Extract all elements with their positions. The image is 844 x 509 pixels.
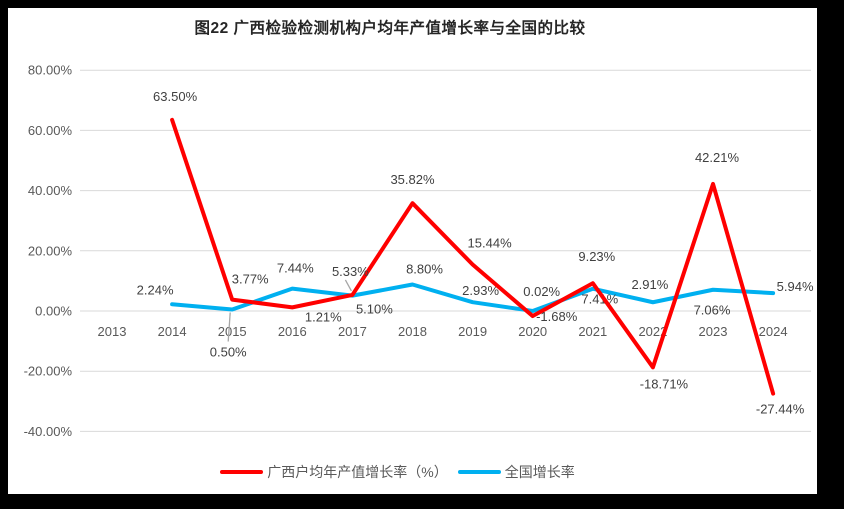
leader-line-guangxi-2017 [344,279,352,292]
y-axis-tick-label: 20.00% [28,243,73,258]
x-axis-tick-label: 2022 [638,324,667,339]
legend-line-sample-red [220,470,264,474]
data-label: 1.21% [305,309,342,324]
data-label: -27.44% [756,402,805,417]
data-label: 7.44% [277,261,314,276]
data-label: 15.44% [468,236,513,251]
data-label: 9.23% [578,249,615,264]
x-axis-tick-label: 2018 [398,324,427,339]
x-axis-tick-label: 2013 [98,324,127,339]
x-axis-tick-label: 2014 [158,324,187,339]
data-label: 0.50% [210,344,247,359]
x-axis-tick-label: 2020 [518,324,547,339]
x-axis-tick-label: 2016 [278,324,307,339]
data-label: 42.21% [695,150,740,165]
leader-line-national-2015 [227,312,231,342]
chart-canvas: 图22 广西检验检测机构户均年产值增长率与全国的比较 80.00% 60.00% 4… [8,8,817,494]
data-label: 2.91% [631,277,668,292]
data-label: -1.68% [536,309,578,324]
plot-area: 80.00% 60.00% 40.00% 20.00% 0.00% -20.00% -40.… [24,63,814,439]
data-label: 5.33% [332,264,369,279]
y-axis-tick-label: 0.00% [35,304,72,319]
y-axis-tick-label: 60.00% [28,123,73,138]
x-axis-tick-label: 2023 [699,324,728,339]
x-axis-tick-label: 2021 [578,324,607,339]
data-label: 35.82% [390,172,435,187]
chart-title: 图22 广西检验检测机构户均年产值增长率与全国的比较 [194,20,586,37]
data-label: -18.71% [640,376,689,391]
x-axis-tick-label: 2024 [759,324,788,339]
data-label: 3.77% [232,272,269,287]
legend-item-national: 全国增长率 [457,462,575,482]
data-label: 7.06% [694,303,731,318]
y-axis-tick-label: 80.00% [28,63,73,78]
data-label: 0.02% [523,284,560,299]
legend: 广西户均年产值增长率（%） 全国增长率 [8,462,817,482]
x-axis-tick-label: 2017 [338,324,367,339]
x-axis-tick-label: 2015 [218,324,247,339]
y-axis-tick-label: 40.00% [28,183,73,198]
legend-label-guangxi: 广西户均年产值增长率（%） [267,464,448,480]
y-axis-tick-label: -20.00% [24,364,73,379]
data-label: 2.24% [137,282,174,297]
data-label: 5.10% [356,302,393,317]
series-line-guangxi [170,117,776,396]
legend-item-guangxi: 广西户均年产值增长率（%） [220,462,448,482]
x-axis-tick-label: 2019 [458,324,487,339]
series-line-national [170,282,776,313]
data-label: 2.93% [462,283,499,298]
legend-label-national: 全国增长率 [504,464,575,480]
data-label: 5.94% [777,279,814,294]
data-label: 8.80% [406,262,443,277]
data-label: 63.50% [153,89,198,104]
legend-line-sample-blue [457,470,501,474]
y-axis-tick-label: -40.00% [24,424,73,439]
